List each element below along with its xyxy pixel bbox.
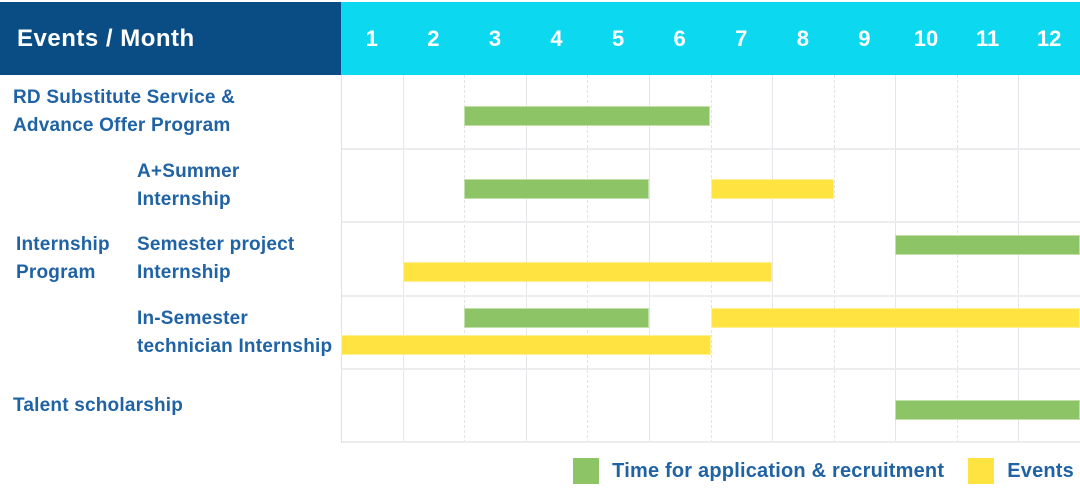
chart-legend: Time for application & recruitment Event… [573,457,1074,485]
gantt-bar-row1-yellow-m7-m8 [710,179,834,200]
gantt-bar-row4-green-m10-m12 [895,399,1080,420]
gantt-bar-row3-green-m3-m5 [464,308,649,329]
gantt-bar-row1-green-m3-m5 [464,179,649,200]
row-label-talent-scholarship: Talent scholarship [0,369,341,443]
row-label-a-summer-internship: A+Summer Internship [124,149,341,222]
green-legend-swatch-icon [573,458,600,484]
row-label-semester-project-internship: Semester project Internship [124,222,341,296]
gantt-bar-row3-yellow-m1-m6 [341,335,711,356]
month-gridline-9 [895,75,897,443]
month-header-6: 6 [673,25,686,51]
gantt-bar-row3-yellow-m7-m12 [710,308,1080,329]
month-header-12: 12 [1036,25,1062,51]
legend-item-application-recruitment: Time for application & recruitment [573,458,944,484]
legend-label: Events [1007,459,1074,482]
legend-label: Time for application & recruitment [612,459,945,482]
month-header-4: 4 [550,25,563,51]
yellow-legend-swatch-icon [968,458,995,484]
month-gridline-7 [772,75,774,443]
month-gridline-1 [402,75,404,443]
month-gridline-6 [710,75,712,443]
month-header-3: 3 [488,25,502,51]
row-separator [0,148,1080,150]
table-header-title: Events / Month [0,2,341,75]
month-header-9: 9 [858,25,871,51]
gantt-bar-row0-green-m3-m6 [464,105,711,126]
month-gridline-3 [525,75,527,443]
row-separator [0,221,1080,223]
legend-item-events: Events [968,458,1074,484]
row-label-in-semester-technician-internship: In-Semester technician Internship [124,296,341,369]
month-header-11: 11 [975,25,1000,51]
gantt-bar-row2-yellow-m2-m7 [402,261,773,282]
label-column-divider [341,75,342,443]
month-header-1: 1 [365,25,378,51]
month-header-8: 8 [796,25,809,51]
month-gridline-10 [956,75,958,443]
month-header-5: 5 [611,25,625,51]
table-bottom-border [0,441,1080,443]
row-separator [0,295,1080,297]
row-separator [0,368,1080,370]
row-label-rd-substitute: RD Substitute Service & Advance Offer Pr… [0,75,341,149]
month-gridline-4 [587,75,589,443]
month-header-2: 2 [427,25,440,51]
month-gridline-2 [464,75,466,443]
month-gridline-5 [648,75,650,443]
month-gridline-11 [1018,75,1020,443]
events-month-label: Events / Month [17,24,195,52]
month-header-7: 7 [735,25,748,51]
group-label-internship-program: Internship Program [0,149,124,369]
gantt-bar-row2-green-m10-m12 [895,234,1080,255]
month-header-strip: 1 2 3 4 5 6 7 8 9 10 11 12 [341,2,1080,75]
month-header-10: 10 [913,25,939,51]
month-gridline-8 [833,75,835,443]
